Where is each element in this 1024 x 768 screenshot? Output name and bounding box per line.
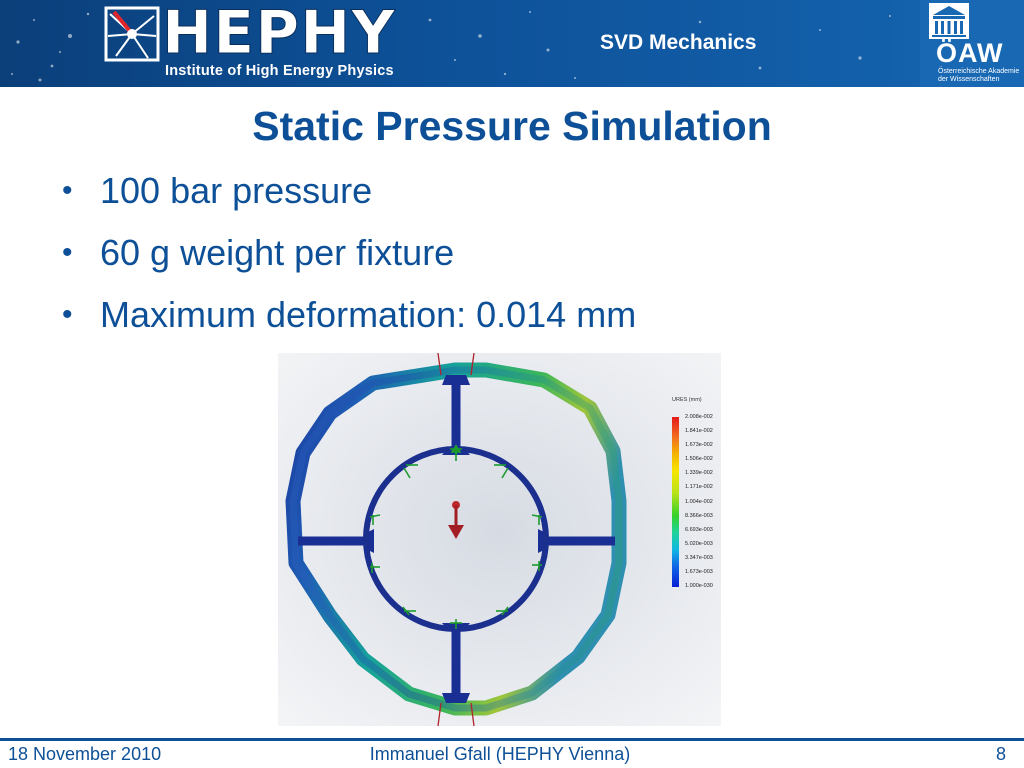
section-title: SVD Mechanics <box>600 31 757 54</box>
header-banner: HEPHY Institute of High Energy Physics S… <box>0 0 1024 87</box>
bullet-text: Maximum deformation: 0.014 mm <box>100 294 637 335</box>
legend-title: URES (mm) <box>672 397 702 403</box>
load-arrows <box>369 444 543 629</box>
legend-value: 1.000e-030 <box>685 583 713 590</box>
fea-simulation-image: URES (mm) 2.008e-002 1.841e-002 1.673e-0… <box>278 353 721 726</box>
bullet-dot-icon: • <box>62 236 73 269</box>
bullet-text: 100 bar pressure <box>100 170 373 211</box>
hephy-logo-text: HEPHY <box>162 0 396 68</box>
legend-color-bar <box>672 417 679 587</box>
bullet-dot-icon: • <box>62 298 73 331</box>
fixture-pins <box>437 353 475 726</box>
page-number: 8 <box>996 744 1007 764</box>
footer-author: Immanuel Gfall (HEPHY Vienna) <box>369 744 631 764</box>
legend-value: 6.693e-003 <box>685 526 713 533</box>
legend-value: 1.673e-002 <box>685 442 713 449</box>
bullet-text: 60 g weight per fixture <box>100 232 455 273</box>
legend-value: 3.347e-003 <box>685 554 713 561</box>
legend-value: 5.020e-003 <box>685 540 713 547</box>
legend-value: 1.673e-003 <box>685 569 713 576</box>
legend-value: 1.506e-002 <box>685 456 713 463</box>
institute-name: Institute of High Energy Physics <box>165 63 394 79</box>
slide-title: Static Pressure Simulation <box>252 103 772 149</box>
legend-values: 2.008e-002 1.841e-002 1.673e-002 1.506e-… <box>685 412 713 595</box>
gravity-arrow-icon <box>448 501 464 539</box>
oaw-logo: ÖAW Österreichische Akademie der Wissens… <box>920 0 1024 87</box>
oaw-fullname: Österreichische Akademie der Wissenschaf… <box>938 68 1019 84</box>
hephy-logo-icon <box>104 6 160 62</box>
footer-date: 18 November 2010 <box>8 744 162 764</box>
legend-value: 8.366e-003 <box>685 512 713 519</box>
academy-building-icon <box>929 3 969 39</box>
bullet-dot-icon: • <box>62 174 73 207</box>
footer-rule <box>0 738 1024 741</box>
frame-spokes <box>298 375 615 703</box>
bullet-item: • 100 bar pressure <box>56 167 636 229</box>
starfield-background <box>11 11 891 82</box>
oaw-fullname-line2: der Wissenschaften <box>938 76 1000 83</box>
bullet-item: • 60 g weight per fixture <box>56 229 636 291</box>
oaw-fullname-line1: Österreichische Akademie <box>938 68 1020 75</box>
legend-value: 1.841e-002 <box>685 428 713 435</box>
legend-value: 2.008e-002 <box>685 414 713 420</box>
fea-deformation-plot <box>278 353 721 726</box>
bullet-item: • Maximum deformation: 0.014 mm <box>56 291 636 353</box>
legend-value: 1.004e-002 <box>685 498 713 505</box>
oaw-acronym: ÖAW <box>936 38 1004 68</box>
bullet-list: • 100 bar pressure • 60 g weight per fix… <box>56 167 636 353</box>
legend-value: 1.171e-002 <box>685 484 713 491</box>
legend-value: 1.339e-002 <box>685 470 713 477</box>
